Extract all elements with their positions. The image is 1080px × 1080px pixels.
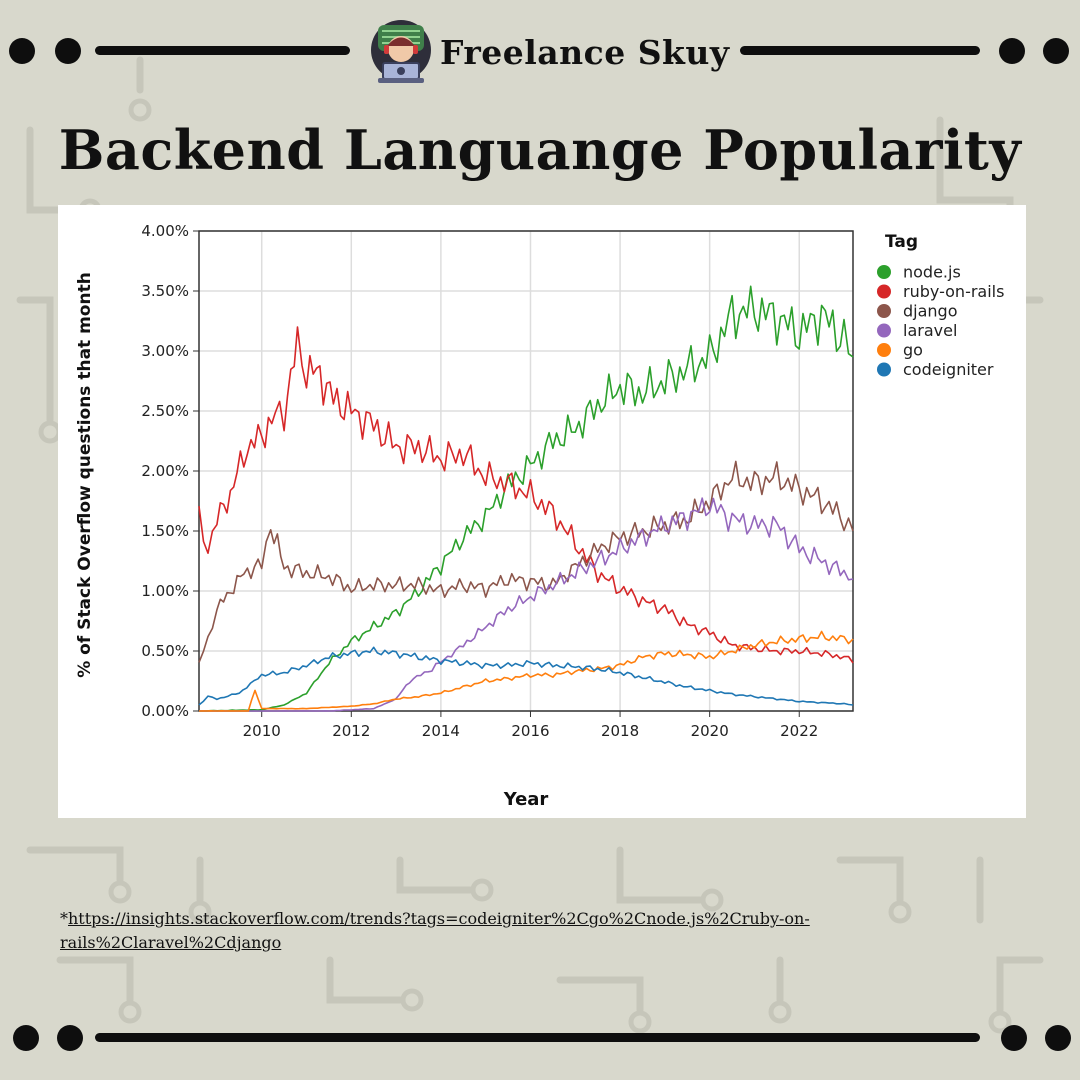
legend-swatch bbox=[877, 284, 891, 299]
legend-label: laravel bbox=[903, 321, 957, 340]
y-tick-label: 0.00% bbox=[141, 702, 189, 720]
divider-dot bbox=[1043, 38, 1069, 64]
divider-dot bbox=[55, 38, 81, 64]
plot-frame bbox=[198, 230, 854, 712]
legend-swatch bbox=[877, 304, 891, 318]
x-tick-label: 2012 bbox=[332, 722, 370, 740]
legend-title: Tag bbox=[885, 232, 918, 252]
y-tick-label: 2.50% bbox=[141, 402, 189, 420]
bottom-divider bbox=[0, 1018, 1080, 1058]
x-tick-label: 2010 bbox=[243, 722, 281, 740]
series-line-ruby-on-rails bbox=[198, 326, 854, 664]
x-tick-label: 2020 bbox=[691, 722, 729, 740]
x-tick-label: 2022 bbox=[780, 722, 818, 740]
legend-label: codeigniter bbox=[903, 360, 994, 379]
divider-dot bbox=[13, 1025, 39, 1051]
legend-label: django bbox=[903, 302, 958, 321]
y-tick-label: 3.00% bbox=[141, 342, 189, 360]
y-tick-label: 0.50% bbox=[141, 642, 189, 660]
y-tick-label: 4.00% bbox=[141, 222, 189, 240]
x-tick-label: 2016 bbox=[511, 722, 549, 740]
divider-dot bbox=[9, 38, 35, 64]
developer-avatar-icon bbox=[371, 20, 431, 83]
legend-label: node.js bbox=[903, 263, 961, 282]
source-link[interactable]: https://insights.stackoverflow.com/trend… bbox=[60, 909, 810, 952]
legend-swatch bbox=[877, 343, 891, 357]
y-axis-title: % of Stack Overflow questions that month bbox=[75, 272, 95, 678]
series-line-go bbox=[198, 630, 854, 712]
brand-name: Freelance Skuy bbox=[440, 32, 730, 72]
legend-label: ruby-on-rails bbox=[903, 282, 1004, 301]
chart-panel: 0.00% 0.50% 1.00% 1.50% 2.00% 2.50% 3.00% 3.50%… bbox=[58, 205, 1026, 818]
divider-line bbox=[95, 46, 350, 55]
legend-label: go bbox=[903, 341, 923, 360]
legend-swatch bbox=[877, 265, 891, 279]
divider-dot bbox=[999, 38, 1025, 64]
series-line-node-js bbox=[198, 285, 854, 712]
series-line-laravel bbox=[198, 497, 854, 712]
brand: Freelance Skuy bbox=[370, 14, 730, 90]
page-title: Backend Languange Popularity bbox=[58, 118, 1022, 182]
source-prefix: * bbox=[60, 909, 68, 928]
series-line-codeigniter bbox=[198, 646, 854, 706]
y-tick-label: 1.00% bbox=[141, 582, 189, 600]
series-line-django bbox=[198, 460, 854, 663]
divider-dot bbox=[57, 1025, 83, 1051]
x-tick-label: 2018 bbox=[601, 722, 639, 740]
x-axis-title: Year bbox=[503, 789, 549, 810]
legend-swatch bbox=[877, 323, 891, 338]
top-divider bbox=[0, 31, 1080, 71]
y-tick-label: 1.50% bbox=[141, 522, 189, 540]
y-tick-label: 3.50% bbox=[141, 282, 189, 300]
x-tick-label: 2014 bbox=[422, 722, 460, 740]
divider-dot bbox=[1045, 1025, 1071, 1051]
y-tick-label: 2.00% bbox=[141, 462, 189, 480]
divider-dot bbox=[1001, 1025, 1027, 1051]
legend-swatch bbox=[877, 362, 891, 377]
source-note: *https://insights.stackoverflow.com/tren… bbox=[60, 907, 940, 955]
line-chart: 0.00% 0.50% 1.00% 1.50% 2.00% 2.50% 3.00% 3.50%… bbox=[75, 222, 1004, 810]
divider-line bbox=[740, 46, 980, 55]
divider-line bbox=[95, 1033, 980, 1042]
